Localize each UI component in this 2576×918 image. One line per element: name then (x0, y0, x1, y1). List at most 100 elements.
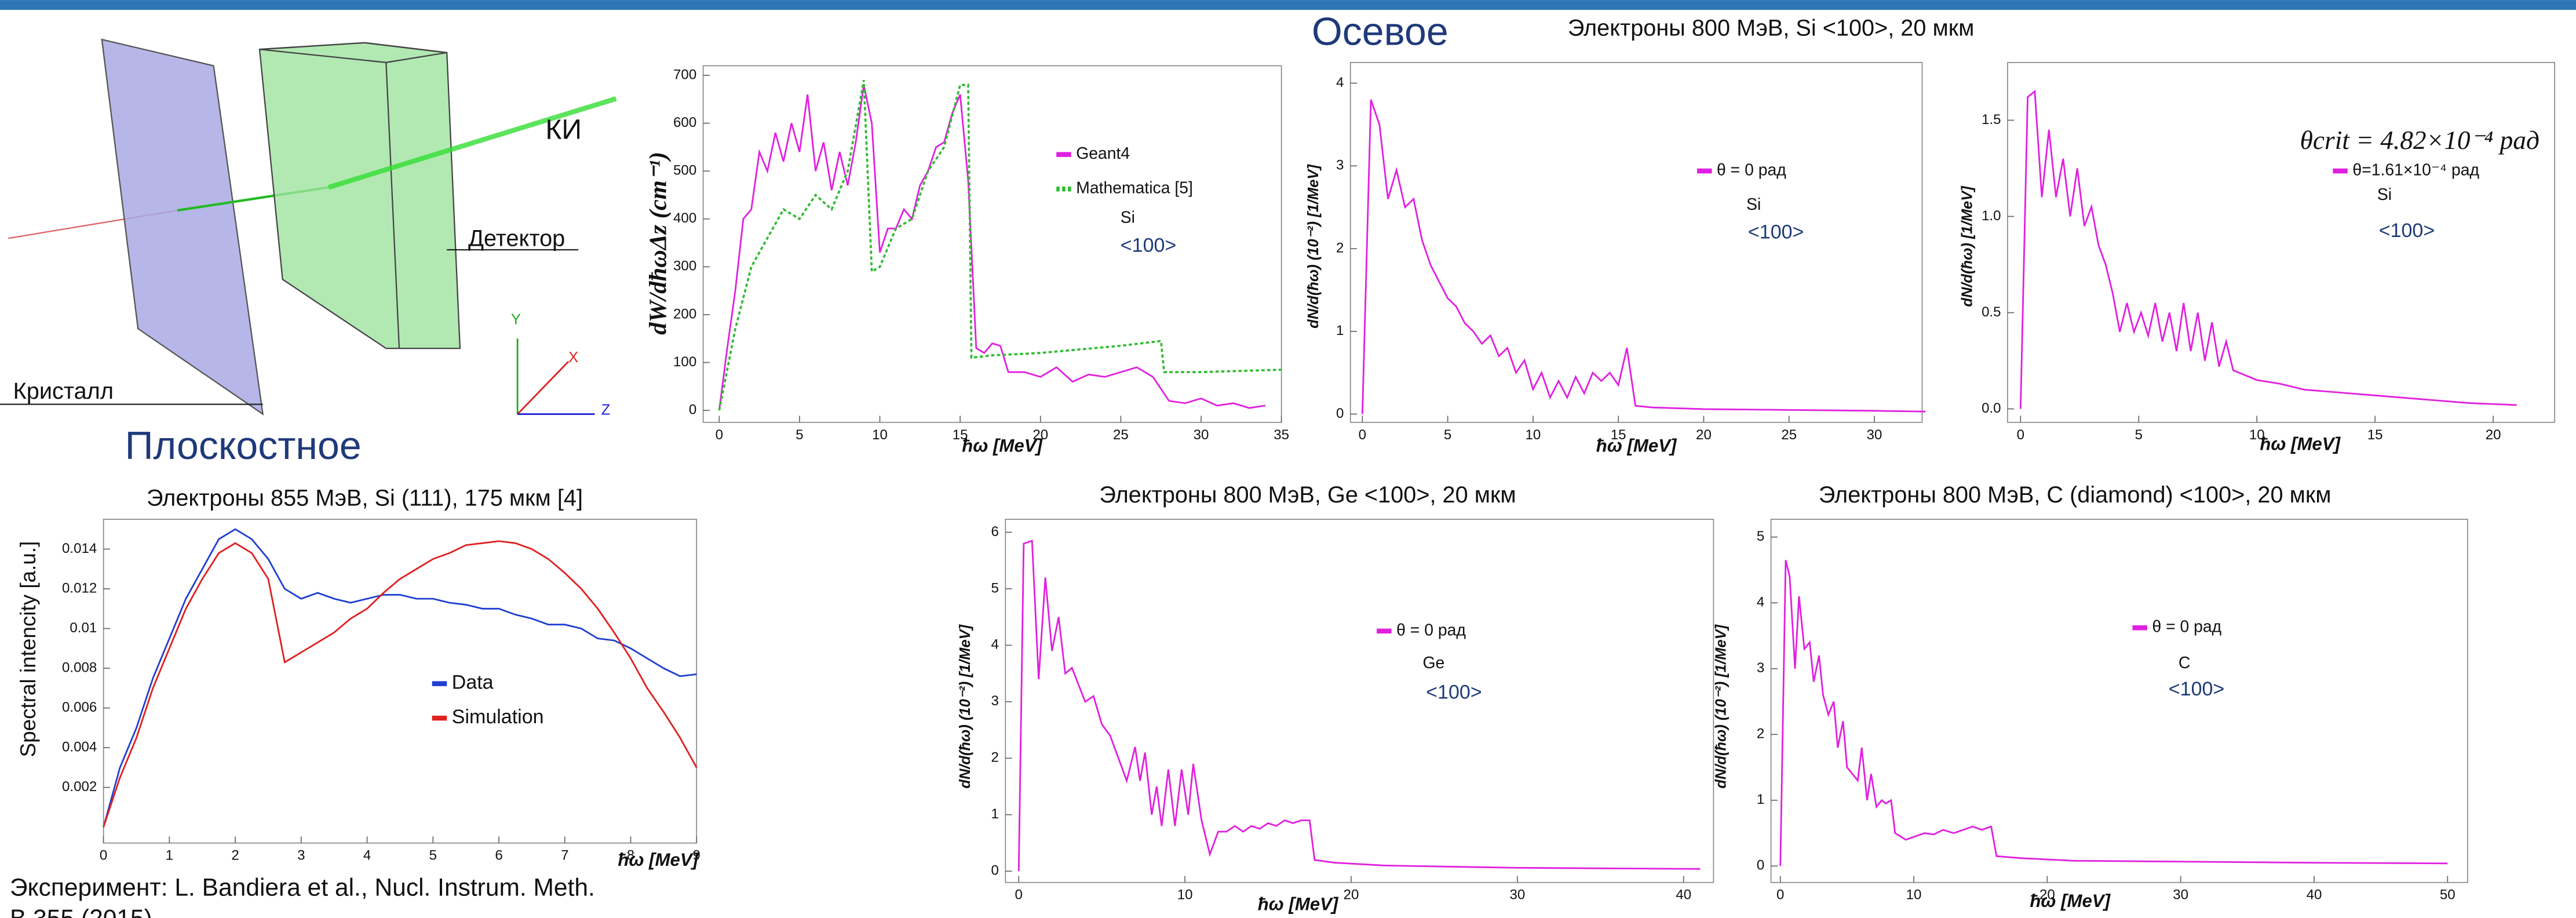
data-line (104, 529, 697, 827)
y-tick-label: 4 (1336, 75, 1344, 90)
x-tick-label: 5 (429, 848, 437, 864)
x-tick-label: 20 (2486, 427, 2501, 443)
x-tick-label: 6 (495, 848, 502, 864)
y-tick-label: 3 (1757, 660, 1764, 676)
x-tick-label: 40 (2307, 887, 2322, 903)
page: {"slide":{"axial_heading":"Осевое","plan… (0, 0, 2576, 918)
y-tick-label: 0 (991, 863, 999, 879)
plot-frame (104, 519, 697, 843)
annotation: <100> (1748, 221, 1804, 243)
y-tick-label: 4 (1757, 595, 1764, 610)
y-tick-label: 200 (673, 306, 696, 322)
x-tick-label: 10 (872, 427, 888, 443)
y-tick-label: 0 (1757, 858, 1764, 873)
crystal-diagram: КИ Детектор Кристалл Y X Z (0, 39, 616, 418)
y-axis-label: dN/d(ħω) [1/MeV] (1960, 185, 1976, 307)
x-axis-label: ħω [MeV] (2030, 891, 2111, 911)
x-tick-label: 20 (1696, 427, 1712, 443)
y-tick-label: 1.5 (1982, 112, 2001, 128)
x-tick-label: 10 (1906, 887, 1922, 903)
legend-label: Simulation (452, 706, 544, 728)
chart-title: Электроны 855 МэВ, Si (111), 175 мкм [4] (147, 486, 583, 511)
annotation: <100> (1121, 234, 1176, 256)
annotation: Si (2377, 185, 2392, 204)
annotation: <100> (1426, 682, 1482, 704)
y-tick-label: 3 (991, 693, 999, 709)
plot-frame (1771, 519, 2468, 883)
x-tick-label: 5 (1444, 427, 1451, 443)
x-tick-label: 10 (1526, 427, 1541, 443)
x-tick-label: 20 (1344, 887, 1359, 903)
beam-label: КИ (545, 114, 582, 145)
x-tick-label: 1 (166, 848, 173, 864)
axis-x-label: X (568, 349, 578, 366)
y-tick-label: 2 (1336, 240, 1344, 256)
y-tick-label: 500 (673, 163, 696, 178)
y-tick-label: 300 (673, 258, 696, 274)
section-heading: Плоскостное (125, 424, 362, 468)
x-tick-label: 30 (1509, 887, 1525, 903)
axis-x (517, 362, 568, 414)
x-tick-label: 30 (2173, 887, 2188, 903)
data-line (104, 541, 697, 827)
data-line (1019, 541, 1700, 871)
top-bar (0, 0, 2576, 10)
legend-label: θ = 0 рад (1396, 621, 1466, 639)
x-tick-label: 5 (796, 427, 803, 443)
x-tick-label: 0 (2017, 427, 2024, 443)
y-tick-label: 1 (1757, 792, 1764, 807)
y-tick-label: 700 (673, 67, 696, 82)
y-tick-label: 2 (991, 750, 999, 766)
x-tick-label: 25 (1781, 427, 1797, 443)
legend-label: Mathematica [5] (1076, 179, 1193, 198)
chart-title: Электроны 800 МэВ, Ge <100>, 20 мкм (1099, 482, 1516, 508)
x-tick-label: 40 (1676, 887, 1691, 903)
x-tick-label: 3 (297, 848, 305, 864)
data-line (719, 80, 1281, 410)
detector-label: Детектор (468, 226, 565, 252)
x-axis-label: ħω [MeV] (2260, 434, 2341, 454)
x-tick-label: 0 (1015, 887, 1023, 903)
x-tick-label: 4 (363, 848, 371, 864)
y-tick-label: 0.002 (62, 779, 97, 795)
annotation: Si (1121, 209, 1135, 227)
x-axis-label: ħω [MeV] (1258, 894, 1339, 915)
y-axis-label: dN/d(ħω) (10⁻²) [1/MeV] (1305, 164, 1322, 329)
y-axis-label: dN/d(ħω) (10⁻²) [1/MeV] (1713, 624, 1729, 788)
y-axis-label: dN/d(ħω) (10⁻²) [1/MeV] (957, 624, 973, 788)
x-tick-label: 30 (1194, 427, 1209, 443)
plot-frame (703, 65, 1282, 422)
y-tick-label: 5 (991, 580, 999, 596)
y-tick-label: 0.004 (62, 740, 97, 755)
x-tick-label: 25 (1113, 427, 1129, 443)
chart-title: Электроны 800 МэВ, C (diamond) <100>, 20… (1819, 482, 2331, 508)
y-tick-label: 0 (689, 402, 696, 417)
data-line (719, 85, 1265, 411)
crystal (102, 39, 263, 414)
slide: КИ Детектор Кристалл Y X Z Осевое Электр… (0, 0, 2576, 918)
chart-title: Электроны 800 МэВ, Si <100>, 20 мкм (1568, 16, 1975, 41)
annotation: Si (1746, 195, 1761, 214)
x-tick-label: 2 (231, 848, 239, 864)
annotation: Ge (1423, 654, 1445, 672)
axis-y-label: Y (511, 312, 521, 328)
y-tick-label: 0.01 (70, 620, 97, 636)
annotation: C (2179, 654, 2190, 672)
y-tick-label: 6 (991, 524, 999, 540)
legend-label: θ = 0 рад (1717, 161, 1786, 179)
y-tick-label: 1 (1336, 323, 1344, 338)
y-tick-label: 400 (673, 210, 696, 226)
y-tick-label: 0.0 (1982, 400, 2001, 416)
x-axis-label: ħω [MeV] (1596, 436, 1677, 456)
y-tick-label: 3 (1336, 158, 1344, 173)
y-tick-label: 0 (1336, 406, 1344, 421)
x-tick-label: 30 (1867, 427, 1882, 443)
x-tick-label: 50 (2440, 887, 2455, 903)
section-heading: Осевое (1312, 10, 1448, 54)
annotation: θcrit = 4.82×10⁻⁴ рад (2300, 126, 2539, 155)
x-tick-label: 10 (1177, 887, 1193, 903)
y-tick-label: 0.5 (1982, 304, 2001, 320)
y-tick-label: 1.0 (1982, 208, 2001, 224)
detector (260, 43, 460, 348)
crystal-label: Кристалл (13, 378, 114, 404)
